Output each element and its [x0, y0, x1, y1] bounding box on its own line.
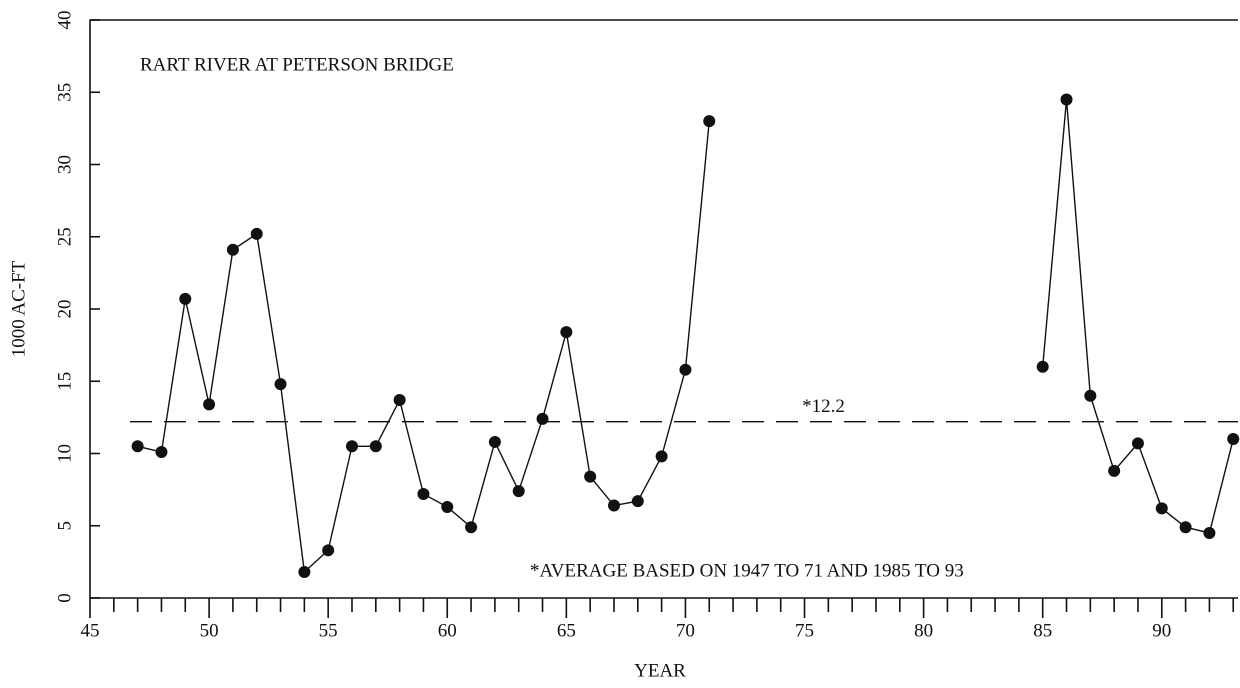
- data-point: [1155, 502, 1168, 515]
- x-tick-label: 90: [1152, 620, 1171, 641]
- y-tick-label: 35: [54, 83, 75, 102]
- y-tick-label: 0: [54, 593, 75, 603]
- data-point: [250, 227, 263, 240]
- x-tick-label: 80: [914, 620, 933, 641]
- data-point: [1084, 389, 1097, 402]
- annotation: *AVERAGE BASED ON 1947 TO 71 AND 1985 TO…: [530, 560, 964, 581]
- data-point: [322, 544, 335, 557]
- x-tick-label: 60: [438, 620, 457, 641]
- chart-title: RART RIVER AT PETERSON BRIDGE: [140, 54, 454, 75]
- data-point: [1060, 93, 1073, 106]
- x-axis-label: YEAR: [634, 660, 686, 681]
- y-tick-label: 20: [54, 300, 75, 319]
- data-point: [560, 326, 573, 339]
- data-point: [179, 292, 192, 305]
- y-axis-label: 1000 AC-FT: [8, 260, 29, 357]
- data-point: [703, 115, 716, 128]
- data-point: [1203, 526, 1216, 539]
- data-point: [465, 521, 478, 534]
- y-tick-label: 15: [54, 372, 75, 391]
- x-tick-label: 55: [319, 620, 338, 641]
- y-tick-label: 5: [54, 521, 75, 531]
- x-tick-label: 85: [1033, 620, 1052, 641]
- data-point: [607, 499, 620, 512]
- data-point: [584, 470, 597, 483]
- x-tick-label: 45: [81, 620, 100, 641]
- data-point: [1108, 464, 1121, 477]
- average-label: *12.2: [802, 396, 845, 417]
- data-point: [1036, 360, 1049, 373]
- data-point: [1179, 521, 1192, 534]
- data-point: [393, 394, 406, 407]
- data-point: [1227, 433, 1240, 446]
- data-point: [369, 440, 382, 453]
- data-point: [679, 363, 692, 376]
- data-point: [488, 435, 501, 448]
- data-point: [655, 450, 668, 463]
- data-point: [131, 440, 144, 453]
- data-point: [417, 487, 430, 500]
- data-point: [512, 485, 525, 498]
- data-point: [631, 495, 644, 508]
- data-line: [137, 99, 1234, 574]
- data-point: [203, 398, 216, 411]
- y-tick-label: 10: [54, 444, 75, 463]
- data-point: [298, 565, 311, 578]
- y-tick-label: 25: [54, 227, 75, 246]
- y-tick-label: 30: [54, 155, 75, 174]
- x-tick-label: 50: [200, 620, 219, 641]
- data-point: [274, 378, 287, 391]
- data-point: [536, 412, 549, 425]
- data-point: [155, 446, 168, 459]
- x-tick-label: 65: [557, 620, 576, 641]
- data-point: [441, 500, 454, 513]
- data-point: [226, 243, 239, 256]
- data-point: [345, 440, 358, 453]
- x-tick-label: 75: [795, 620, 814, 641]
- x-tick-label: 70: [676, 620, 695, 641]
- y-tick-label: 40: [54, 11, 75, 30]
- data-point: [1131, 437, 1144, 450]
